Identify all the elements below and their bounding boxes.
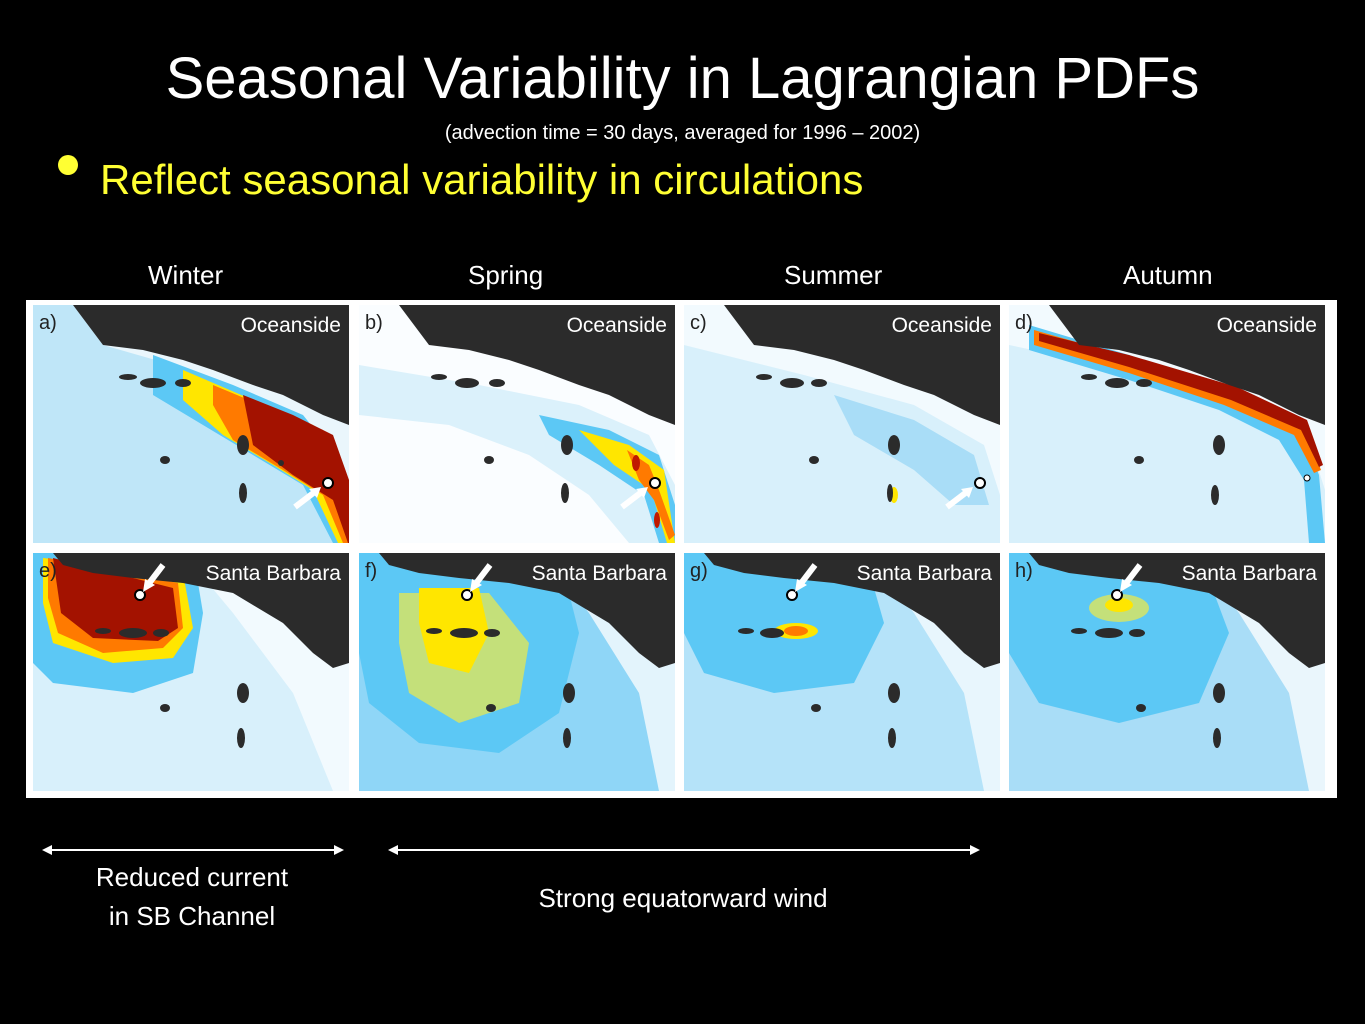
map-panel-d: d) Oceanside	[1009, 305, 1325, 543]
map-image	[1009, 553, 1325, 791]
location-label: Oceanside	[566, 314, 667, 337]
map-panel-c: c) Oceanside	[684, 305, 1000, 543]
slide-subtitle: (advection time = 30 days, averaged for …	[444, 122, 921, 144]
panel-label: d)	[1015, 312, 1033, 334]
panel-label: g)	[690, 560, 708, 582]
map-panel-e: e) Santa Barbara	[33, 553, 349, 791]
annotation-reduced-current: Reduced current in SB Channel	[40, 858, 344, 936]
location-label: Oceanside	[240, 314, 341, 337]
annotation-strong-wind: Strong equatorward wind	[538, 883, 828, 913]
map-image	[33, 553, 349, 791]
season-label-autumn: Autumn	[1123, 260, 1213, 290]
bullet-icon	[58, 155, 78, 175]
panel-label: c)	[690, 312, 707, 334]
location-label: Oceanside	[1216, 314, 1317, 337]
pdf-map-figure: a) Oceanside b) Oceanside	[26, 300, 1337, 798]
location-label: Santa Barbara	[856, 562, 992, 585]
panel-label: a)	[39, 312, 57, 334]
map-panel-b: b) Oceanside	[359, 305, 675, 543]
panel-label: b)	[365, 312, 383, 334]
panel-label: f)	[365, 560, 378, 582]
map-panel-h: h) Santa Barbara	[1009, 553, 1325, 791]
panel-label: e)	[39, 560, 57, 582]
map-image	[359, 553, 675, 791]
double-arrow-spring-summer	[388, 845, 980, 855]
season-label-winter: Winter	[148, 260, 224, 290]
map-panel-a: a) Oceanside	[33, 305, 349, 543]
location-label: Santa Barbara	[205, 562, 341, 585]
season-label-summer: Summer	[784, 260, 883, 290]
map-image	[1009, 305, 1325, 543]
bullet-text: Reflect seasonal variability in circulat…	[100, 156, 864, 203]
annotation-line: in SB Channel	[108, 901, 276, 931]
location-label: Santa Barbara	[531, 562, 667, 585]
season-label-spring: Spring	[468, 260, 544, 290]
map-image	[33, 305, 349, 543]
map-panel-f: f) Santa Barbara	[359, 553, 675, 791]
double-arrow-winter	[42, 845, 344, 855]
map-image	[684, 305, 1000, 543]
location-label: Oceanside	[891, 314, 992, 337]
panel-label: h)	[1015, 560, 1033, 582]
map-image	[359, 305, 675, 543]
map-image	[684, 553, 1000, 791]
location-label: Santa Barbara	[1181, 562, 1317, 585]
annotation-line: Reduced current	[95, 862, 289, 892]
map-panel-g: g) Santa Barbara	[684, 553, 1000, 791]
slide-title: Seasonal Variability in Lagrangian PDFs	[165, 46, 1200, 111]
